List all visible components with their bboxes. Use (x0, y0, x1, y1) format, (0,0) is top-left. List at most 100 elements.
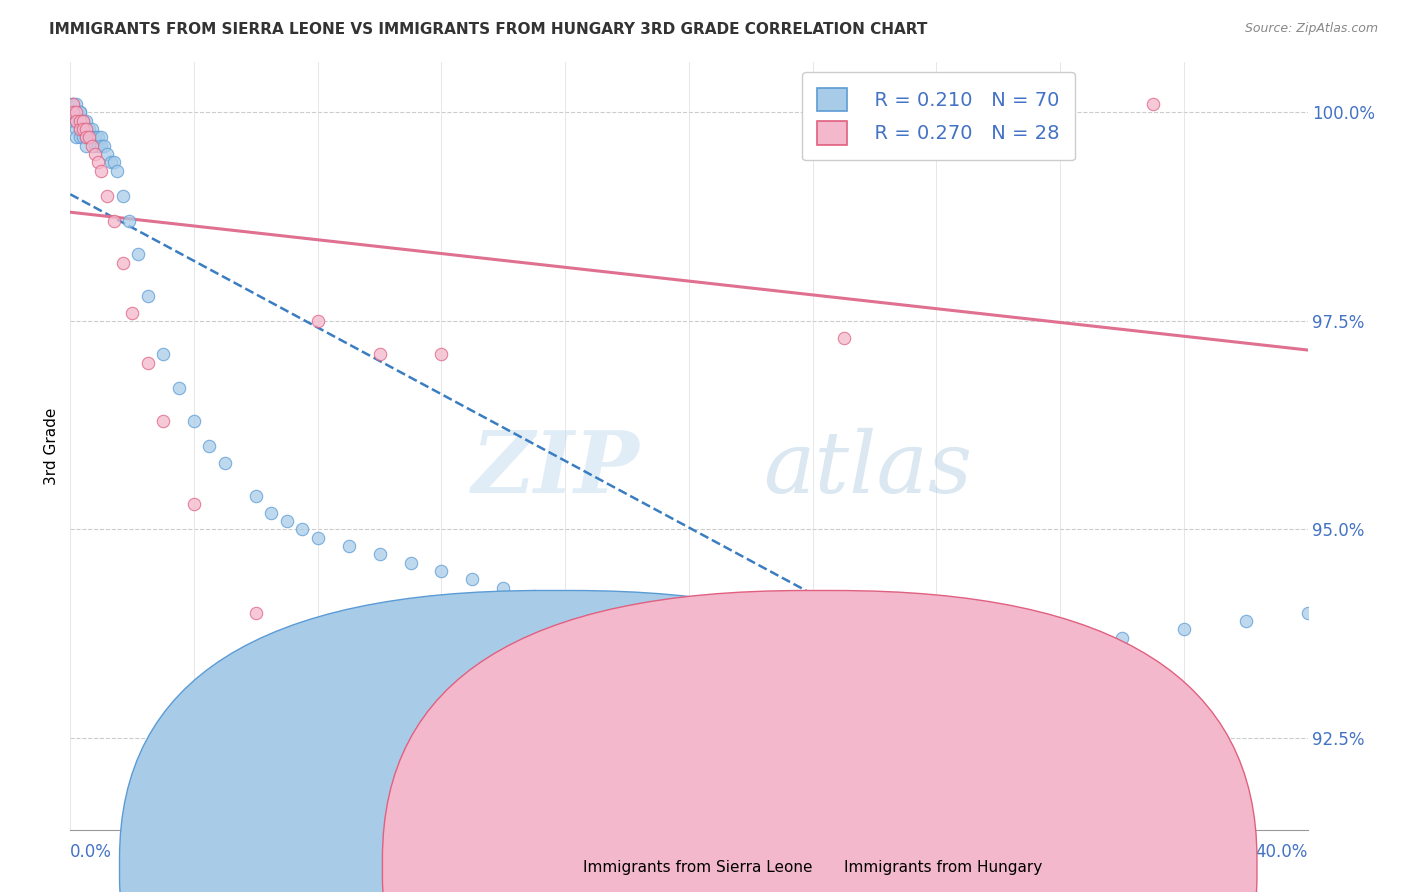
Point (75, 130, 97, 145)
Point (1234, 614, 1257, 628)
Point (1049, 639, 1071, 653)
Point (111, 255, 134, 269)
Point (276, 514, 298, 528)
Point (1111, 631, 1133, 645)
Text: IMMIGRANTS FROM SIERRA LEONE VS IMMIGRANTS FROM HUNGARY 3RD GRADE CORRELATION CH: IMMIGRANTS FROM SIERRA LEONE VS IMMIGRAN… (49, 22, 928, 37)
Point (72, 130, 94, 145)
Point (96, 147, 118, 161)
Point (69, 105, 91, 120)
Text: 40.0%: 40.0% (1256, 843, 1308, 862)
Point (368, 548, 391, 562)
Text: 0.0%: 0.0% (70, 843, 112, 862)
Point (183, 414, 205, 428)
Point (399, 556, 422, 570)
Point (65, 122, 87, 136)
Point (87, 138, 110, 153)
Point (90, 138, 112, 153)
Point (90, 164, 112, 178)
Point (291, 522, 314, 536)
Point (430, 564, 453, 578)
Point (127, 247, 149, 261)
Point (65, 130, 87, 145)
Point (75, 138, 97, 153)
Point (77, 130, 100, 145)
Text: atlas: atlas (763, 427, 973, 510)
Point (678, 614, 700, 628)
Point (136, 289, 159, 303)
Point (111, 189, 134, 203)
Point (69, 105, 91, 120)
Point (430, 347, 453, 361)
Point (167, 381, 190, 395)
Point (84, 138, 107, 153)
Point (152, 347, 174, 361)
Point (90, 130, 112, 145)
Point (72, 113, 94, 128)
Text: Immigrants from Sierra Leone: Immigrants from Sierra Leone (583, 860, 813, 874)
Point (105, 164, 128, 178)
Point (152, 414, 174, 428)
Point (523, 589, 546, 603)
Point (62, 97, 84, 112)
Point (87, 155, 110, 169)
Point (69, 113, 91, 128)
Point (80, 130, 103, 145)
Point (100, 155, 122, 169)
Point (69, 122, 91, 136)
Point (616, 606, 638, 620)
Point (987, 639, 1010, 653)
Legend:   R = 0.210   N = 70,   R = 0.270   N = 28: R = 0.210 N = 70, R = 0.270 N = 28 (801, 72, 1076, 161)
Point (368, 347, 391, 361)
Point (121, 305, 143, 319)
Point (461, 573, 484, 587)
Point (925, 639, 948, 653)
Point (103, 155, 125, 169)
Text: ZIP: ZIP (471, 427, 640, 511)
Point (65, 97, 87, 112)
Point (69, 130, 91, 145)
Point (72, 122, 94, 136)
Point (245, 606, 267, 620)
Point (72, 113, 94, 128)
Point (80, 138, 103, 153)
Point (60, 97, 83, 112)
Point (77, 130, 100, 145)
Point (65, 113, 87, 128)
Point (87, 130, 110, 145)
Point (65, 105, 87, 120)
Point (832, 631, 855, 645)
Point (96, 189, 118, 203)
Point (77, 122, 100, 136)
Point (65, 105, 87, 120)
Y-axis label: 3rd Grade: 3rd Grade (44, 408, 59, 484)
Point (832, 330, 855, 344)
Point (554, 598, 576, 612)
Point (84, 147, 107, 161)
Point (84, 130, 107, 145)
Point (62, 113, 84, 128)
Point (183, 497, 205, 511)
Point (75, 122, 97, 136)
Point (260, 506, 283, 520)
Point (69, 122, 91, 136)
Point (65, 113, 87, 128)
Point (75, 130, 97, 145)
Point (75, 113, 97, 128)
Point (103, 214, 125, 228)
Point (740, 623, 762, 637)
Point (1142, 97, 1164, 112)
Point (69, 113, 91, 128)
Point (198, 439, 221, 453)
Point (62, 105, 84, 120)
Point (1296, 606, 1319, 620)
Point (214, 456, 236, 470)
Point (72, 113, 94, 128)
Point (492, 581, 515, 595)
Point (93, 138, 115, 153)
Text: Immigrants from Hungary: Immigrants from Hungary (844, 860, 1042, 874)
Point (337, 539, 360, 553)
Point (62, 105, 84, 120)
Point (65, 113, 87, 128)
Point (307, 314, 329, 328)
Point (1173, 623, 1195, 637)
